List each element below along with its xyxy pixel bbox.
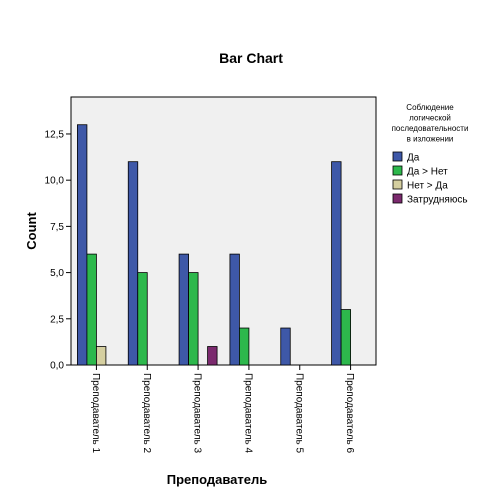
bar (137, 272, 148, 366)
legend-swatch (392, 179, 403, 190)
legend-label: Да (407, 153, 420, 164)
y-tick-label: 0,0 (50, 361, 64, 372)
bar (229, 253, 240, 366)
x-tick-label: Преподаватель 3 (192, 373, 203, 454)
x-tick-label: Преподаватель 1 (90, 373, 101, 454)
bar (188, 272, 199, 366)
bar (96, 346, 107, 366)
bar (77, 124, 88, 366)
bars (77, 124, 351, 366)
legend-label: Нет > Да (407, 181, 448, 192)
legend-title-line: логической (409, 114, 451, 123)
y-tick-label: 10,0 (45, 176, 65, 187)
y-axis-title: Count (24, 212, 39, 250)
x-axis: Преподаватель 1 Преподаватель 2 Преподават… (90, 365, 355, 454)
legend-label: Затрудняюсь (407, 195, 468, 206)
x-tick-label: Преподаватель 2 (141, 373, 152, 454)
y-tick-label: 2,5 (50, 314, 64, 325)
bar (86, 253, 97, 366)
plot-area (70, 96, 377, 366)
bar (239, 327, 250, 366)
x-axis-title: Преподаватель (167, 472, 268, 487)
chart-title: Bar Chart (219, 50, 283, 66)
x-tick-label: Преподаватель 5 (293, 373, 304, 454)
y-tick-label: 7,5 (50, 222, 64, 233)
x-tick-label: Преподаватель 4 (242, 373, 253, 454)
legend-title-line: Соблюдение (406, 103, 454, 112)
y-axis: 0,0 2,5 5,0 7,5 10,0 12,5 (45, 129, 71, 372)
legend-title-line: последовательности (392, 124, 469, 133)
bar (340, 309, 351, 366)
y-tick-label: 12,5 (45, 129, 65, 140)
bar (178, 253, 189, 366)
bar (127, 161, 139, 366)
bar (207, 346, 218, 366)
y-tick-label: 5,0 (50, 268, 64, 279)
legend-swatch (392, 151, 403, 162)
legend-title-line: в изложении (407, 135, 454, 144)
bar (331, 161, 342, 366)
legend-swatch (392, 165, 403, 176)
bar (280, 327, 291, 366)
legend-label: Да > Нет (407, 167, 448, 178)
legend-swatch (392, 193, 403, 204)
x-tick-label: Преподаватель 6 (344, 373, 355, 454)
